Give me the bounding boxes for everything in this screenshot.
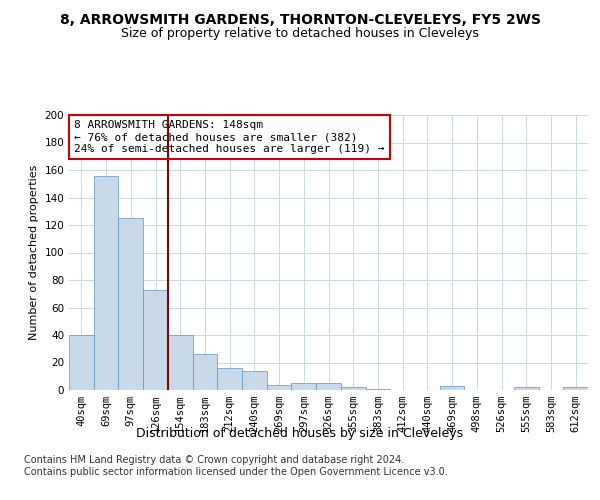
Text: 8, ARROWSMITH GARDENS, THORNTON-CLEVELEYS, FY5 2WS: 8, ARROWSMITH GARDENS, THORNTON-CLEVELEY…	[59, 12, 541, 26]
Y-axis label: Number of detached properties: Number of detached properties	[29, 165, 39, 340]
Bar	[193, 354, 217, 390]
Bar	[143, 290, 168, 390]
Text: 8 ARROWSMITH GARDENS: 148sqm
← 76% of detached houses are smaller (382)
24% of s: 8 ARROWSMITH GARDENS: 148sqm ← 76% of de…	[74, 120, 385, 154]
Bar	[267, 384, 292, 390]
Bar	[94, 176, 118, 390]
Bar	[242, 371, 267, 390]
Bar	[217, 368, 242, 390]
Bar	[514, 387, 539, 390]
Bar	[365, 388, 390, 390]
Text: Distribution of detached houses by size in Cleveleys: Distribution of detached houses by size …	[136, 428, 464, 440]
Bar	[118, 218, 143, 390]
Bar	[316, 383, 341, 390]
Bar	[440, 386, 464, 390]
Bar	[69, 335, 94, 390]
Bar	[341, 387, 365, 390]
Text: Contains HM Land Registry data © Crown copyright and database right 2024.
Contai: Contains HM Land Registry data © Crown c…	[24, 455, 448, 476]
Text: Size of property relative to detached houses in Cleveleys: Size of property relative to detached ho…	[121, 28, 479, 40]
Bar	[563, 387, 588, 390]
Bar	[292, 383, 316, 390]
Bar	[168, 335, 193, 390]
